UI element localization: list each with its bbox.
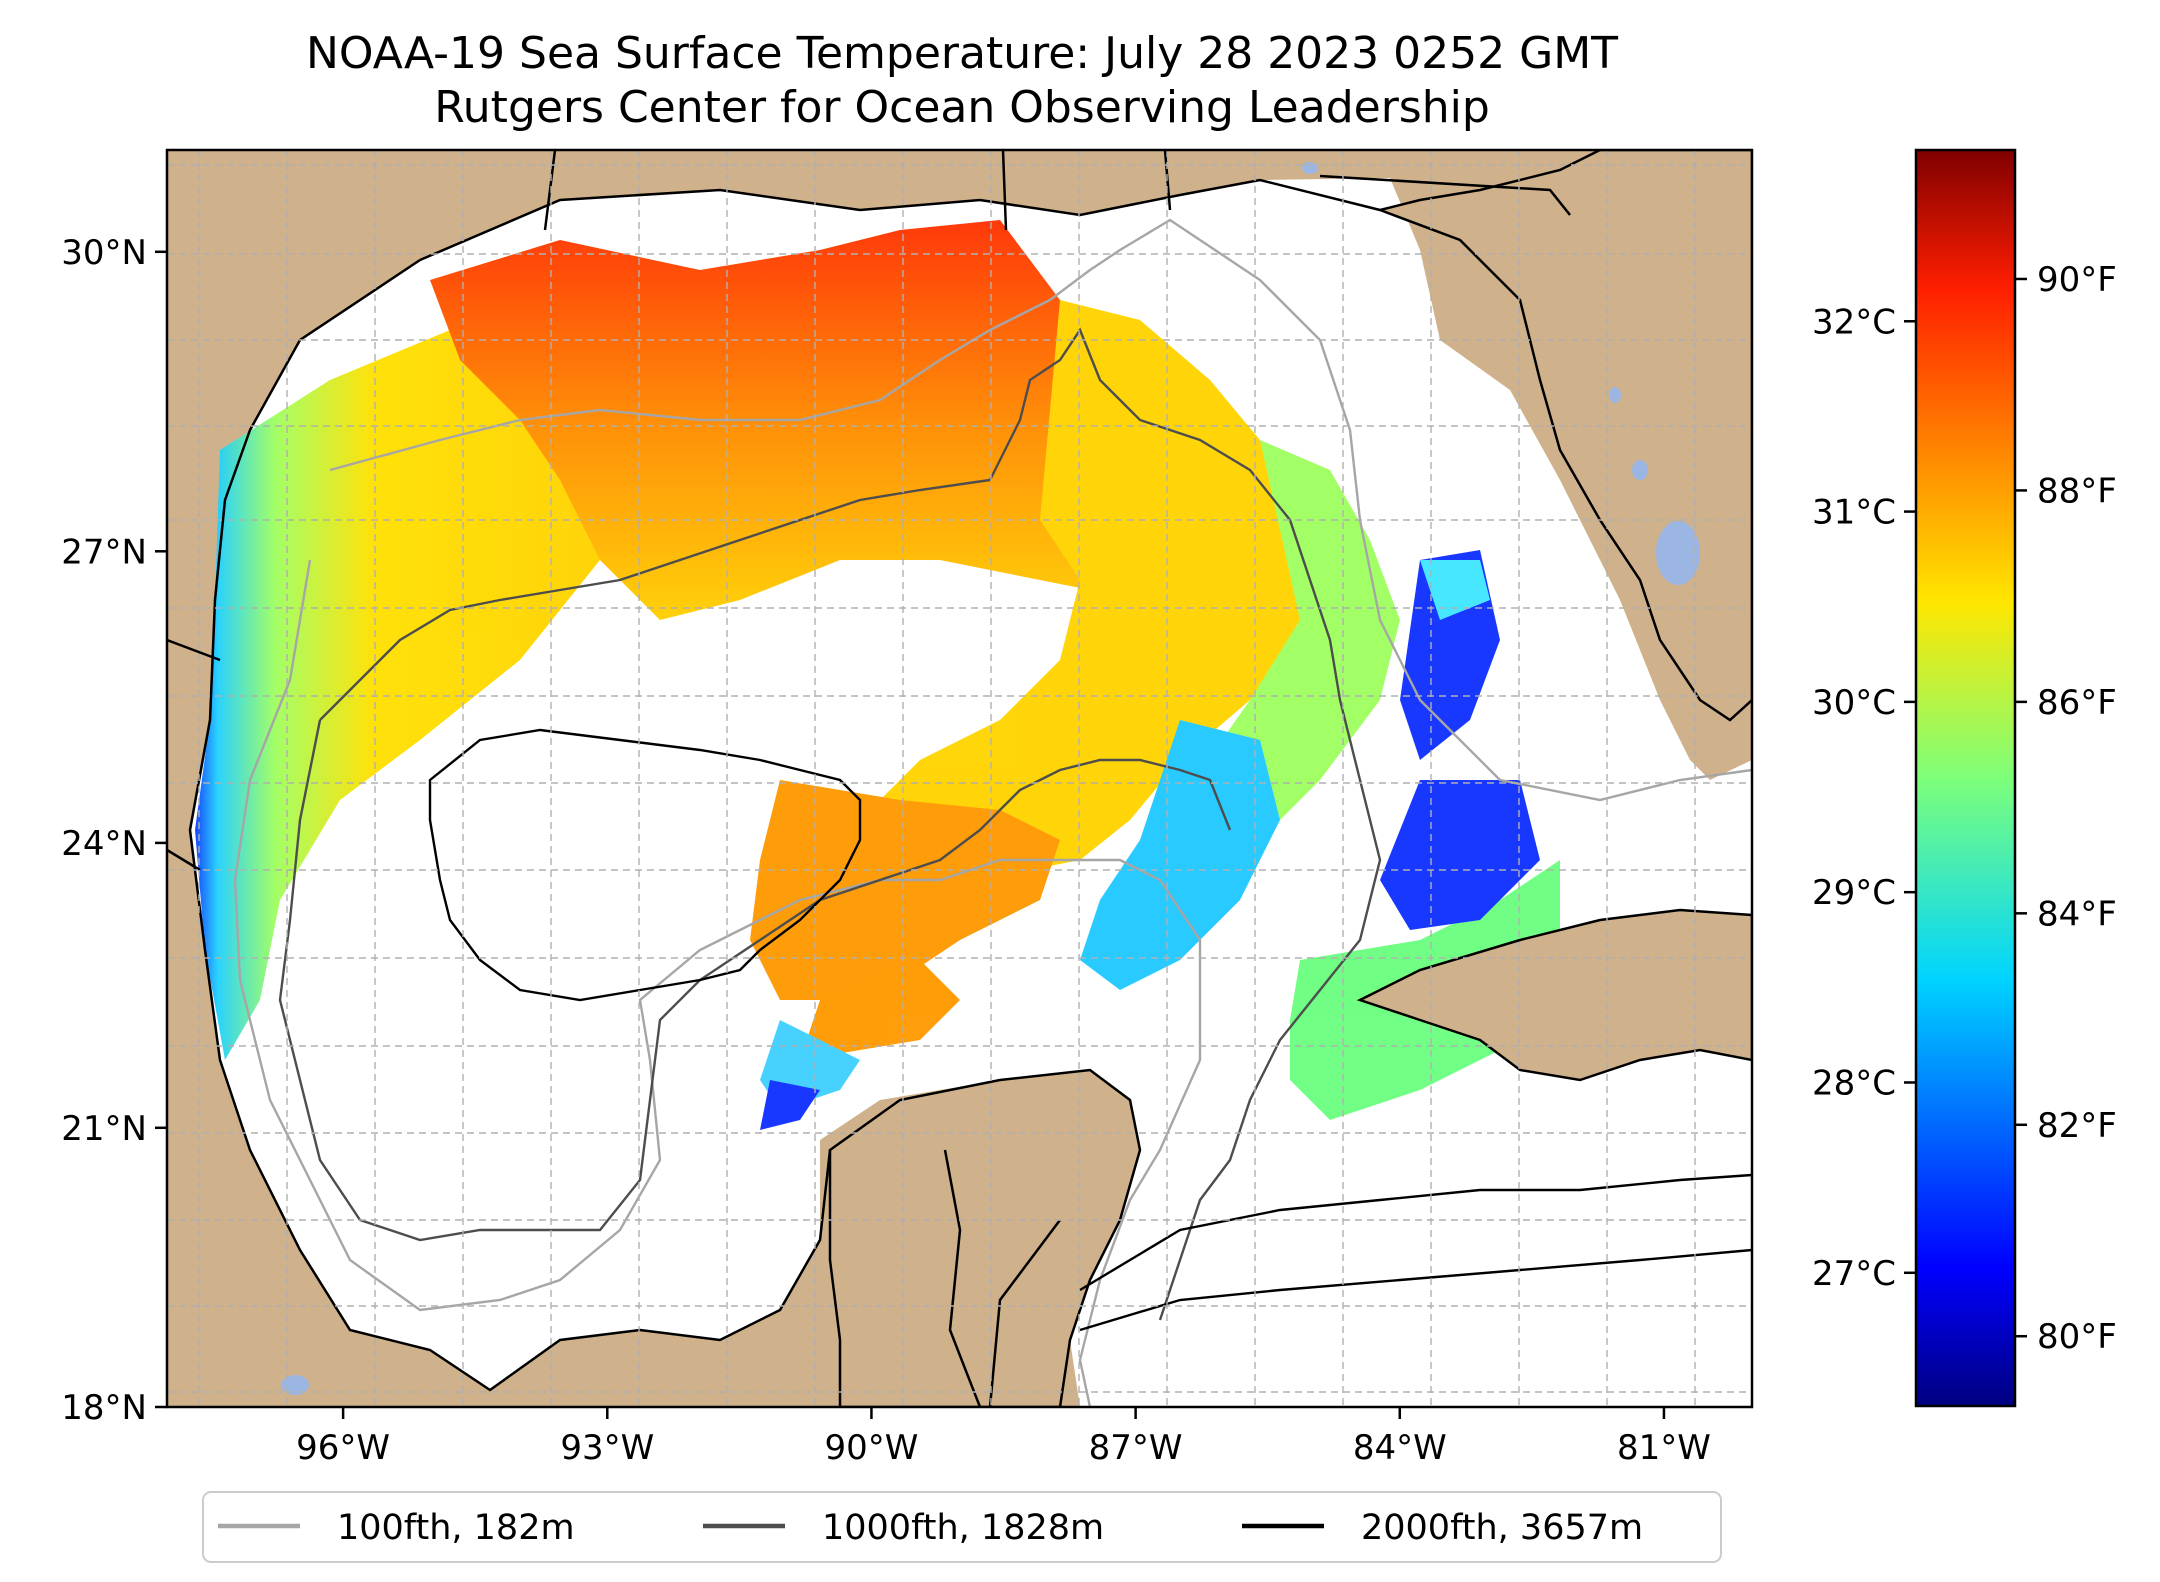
celsius-tick-label: 32°C xyxy=(1812,302,1896,342)
legend-frame xyxy=(202,1491,1722,1563)
contour-100fth xyxy=(233,218,1752,1407)
fahrenheit-tick-label: 88°F xyxy=(2037,471,2117,511)
lat-tick-label: 30°N xyxy=(61,233,147,273)
legend-label-100fth: 100fth, 182m xyxy=(337,1508,575,1548)
map-frame xyxy=(165,148,1754,1409)
fahrenheit-tick-label: 82°F xyxy=(2037,1106,2117,1146)
title-line-1: NOAA-19 Sea Surface Temperature: July 28… xyxy=(306,28,1618,79)
lon-tick-label: 93°W xyxy=(560,1428,654,1468)
legend: 100fth, 182m 1000fth, 1828m 2000fth, 365… xyxy=(202,1491,1722,1563)
colorbar-gradient xyxy=(1914,148,2017,1408)
lat-tick-label: 24°N xyxy=(61,824,147,864)
bathymetry-contours xyxy=(233,218,1752,1407)
yucatan-peninsula xyxy=(828,1068,1142,1407)
lat-axis: 30°N 27°N 24°N 21°N 18°N xyxy=(61,233,167,1428)
celsius-tick-label: 31°C xyxy=(1812,493,1896,533)
legend-label-1000fth: 1000fth, 1828m xyxy=(822,1508,1104,1548)
lat-tick-label: 21°N xyxy=(61,1109,147,1149)
colorbar-fahrenheit-axis: 80°F 82°F 84°F 86°F 88°F 90°F xyxy=(2015,260,2117,1357)
map-panel xyxy=(167,150,1752,1407)
fahrenheit-tick-label: 84°F xyxy=(2037,894,2117,934)
colorbar: 27°C 28°C 29°C 30°C 31°C 32°C 80°F 82°F 84°F 86°… xyxy=(1812,148,2117,1408)
fahrenheit-tick-label: 90°F xyxy=(2037,260,2117,300)
lon-tick-label: 96°W xyxy=(296,1428,390,1468)
lon-tick-label: 81°W xyxy=(1617,1428,1711,1468)
gridlines xyxy=(167,150,1752,1407)
western-gulf-coast xyxy=(188,258,832,1392)
lakes xyxy=(281,162,1700,1395)
lat-tick-label: 27°N xyxy=(61,532,147,572)
contour-2000fth xyxy=(428,728,1752,1332)
legend-label-2000fth: 2000fth, 3657m xyxy=(1361,1508,1643,1548)
lon-tick-label: 87°W xyxy=(1089,1428,1183,1468)
colorbar-celsius-axis: 27°C 28°C 29°C 30°C 31°C 32°C xyxy=(1812,302,1916,1294)
title-line-2: Rutgers Center for Ocean Observing Leade… xyxy=(434,82,1490,133)
cuba xyxy=(1356,908,1752,1082)
celsius-tick-label: 29°C xyxy=(1812,873,1896,913)
celsius-tick-label: 28°C xyxy=(1812,1063,1896,1103)
borders xyxy=(167,150,1571,1407)
contour-1000fth xyxy=(278,327,1382,1321)
northern-gulf-coast xyxy=(419,178,1381,262)
lon-tick-label: 90°W xyxy=(824,1428,918,1468)
lat-tick-label: 18°N xyxy=(61,1388,147,1428)
lon-axis: 96°W 93°W 90°W 87°W 84°W 81°W xyxy=(296,1407,1711,1468)
florida-peninsula xyxy=(1375,150,1752,722)
celsius-tick-label: 27°C xyxy=(1812,1254,1896,1294)
fahrenheit-tick-label: 80°F xyxy=(2037,1317,2117,1357)
lon-tick-label: 84°W xyxy=(1353,1428,1447,1468)
celsius-tick-label: 30°C xyxy=(1812,683,1896,723)
fahrenheit-tick-label: 86°F xyxy=(2037,683,2117,723)
